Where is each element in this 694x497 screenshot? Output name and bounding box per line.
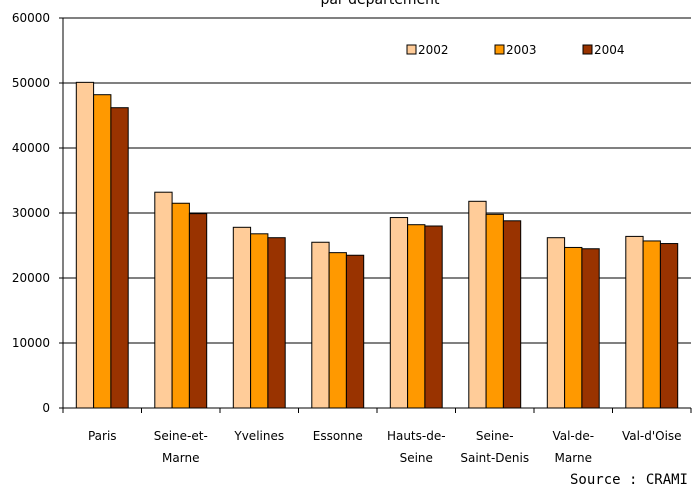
y-tick-label: 20000 bbox=[12, 271, 50, 285]
legend-swatch-2003 bbox=[494, 44, 505, 55]
bar-2002-5 bbox=[468, 200, 487, 409]
bar-2004-7 bbox=[659, 243, 679, 409]
chart-title: par département bbox=[320, 0, 440, 8]
x-category-label: Val-d'Oise bbox=[622, 429, 682, 443]
bar-2002-7 bbox=[625, 235, 644, 409]
x-axis-categories: Paris Seine-et- Marne Yvelines Essonne Hauts-… bbox=[88, 429, 682, 465]
legend-label-2004: 2004 bbox=[594, 43, 625, 57]
bar-2002-1 bbox=[154, 191, 173, 409]
bar-2003-7 bbox=[642, 240, 661, 409]
x-category-label: Seine bbox=[400, 451, 433, 465]
y-tick-label: 50000 bbox=[12, 76, 50, 90]
x-category-label: Val-de- bbox=[552, 429, 594, 443]
y-tick-label: 60000 bbox=[12, 11, 50, 25]
y-tick-label: 30000 bbox=[12, 206, 50, 220]
x-category-label: Paris bbox=[88, 429, 117, 443]
bar-2003-2 bbox=[250, 233, 269, 409]
bar-2003-1 bbox=[171, 202, 190, 409]
bar-2003-5 bbox=[485, 213, 504, 409]
bar-2002-2 bbox=[232, 226, 252, 409]
bar-2004-5 bbox=[502, 220, 522, 409]
x-category-label: Marne bbox=[555, 451, 592, 465]
legend-swatch-2004 bbox=[582, 44, 593, 55]
x-category-label: Saint-Denis bbox=[460, 451, 529, 465]
y-axis-ticks: 0 10000 20000 30000 40000 50000 60000 bbox=[12, 11, 63, 415]
y-tick-label: 10000 bbox=[12, 336, 50, 350]
x-category-label: Yvelines bbox=[233, 429, 284, 443]
bar-2002-3 bbox=[311, 241, 330, 409]
bar-2004-2 bbox=[267, 237, 286, 409]
bar-2003-0 bbox=[93, 94, 112, 409]
bar-2002-4 bbox=[389, 217, 409, 409]
y-tick-label: 40000 bbox=[12, 141, 50, 155]
bar-2003-3 bbox=[328, 252, 347, 409]
bar-2004-0 bbox=[110, 107, 129, 409]
x-category-label: Essonne bbox=[313, 429, 363, 443]
x-category-label: Seine- bbox=[476, 429, 514, 443]
bar-2004-1 bbox=[188, 213, 208, 409]
bar-2004-4 bbox=[424, 225, 443, 409]
x-category-label: Hauts-de- bbox=[387, 429, 446, 443]
bar-2003-4 bbox=[407, 224, 426, 409]
bar-2004-6 bbox=[581, 248, 600, 409]
x-category-label: Marne bbox=[162, 451, 199, 465]
x-category-label: Seine-et- bbox=[154, 429, 208, 443]
bar-2002-0 bbox=[75, 81, 95, 409]
legend-label-2003: 2003 bbox=[506, 43, 537, 57]
legend-label-2002: 2002 bbox=[418, 43, 449, 57]
bar-2004-3 bbox=[345, 254, 365, 409]
bars bbox=[75, 81, 679, 409]
bar-2002-6 bbox=[546, 237, 566, 409]
bar-2003-6 bbox=[564, 246, 583, 409]
source-note: Source : CRAMI bbox=[569, 472, 688, 488]
legend-swatch-2002 bbox=[406, 44, 417, 55]
y-tick-label: 0 bbox=[42, 401, 50, 415]
legend: 2002 2003 2004 bbox=[406, 43, 625, 57]
